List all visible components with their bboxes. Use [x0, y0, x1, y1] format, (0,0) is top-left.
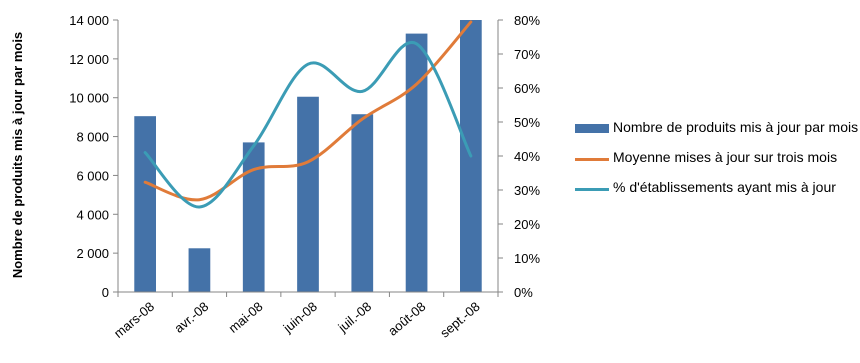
- x-tick-label: avr.-08: [171, 299, 211, 336]
- x-tick-label: sept.-08: [437, 299, 483, 341]
- y-axis-title: Nombre de produits mis à jour par mois: [10, 32, 25, 278]
- x-tick-label: juil.-08: [334, 299, 374, 336]
- x-tick-label: août-08: [385, 299, 428, 339]
- bar: [351, 114, 374, 292]
- left-axis: 0 2 000 4 000 6 000 8 000 10 000 12 000 14 000: [69, 13, 119, 300]
- bar: [188, 248, 211, 292]
- x-tick-label: mars-08: [111, 299, 157, 341]
- legend-label-products: Nombre de produits mis à jour par mois: [613, 119, 859, 135]
- right-tick-label: 70%: [514, 47, 540, 62]
- legend-item-average: Moyenne mises à jour sur trois mois: [575, 148, 860, 167]
- legend-label-average: Moyenne mises à jour sur trois mois: [613, 149, 838, 165]
- legend-key-average: [575, 158, 609, 161]
- right-axis: 0% 10% 20% 30% 40% 50% 60% 70% 80%: [497, 13, 540, 300]
- bar: [405, 33, 428, 292]
- x-axis: mars-08 avr.-08 mai-08 juin-08 juil.-08 août-…: [111, 291, 499, 341]
- legend-item-percent: % d'établissements ayant mis à jour: [575, 178, 860, 197]
- right-tick-label: 40%: [514, 149, 540, 164]
- right-tick-label: 30%: [514, 183, 540, 198]
- right-tick-label: 10%: [514, 251, 540, 266]
- right-tick-label: 50%: [514, 115, 540, 130]
- average-line: [143, 20, 473, 202]
- left-tick-label: 4 000: [76, 207, 109, 222]
- bar: [134, 116, 156, 293]
- left-tick-label: 8 000: [76, 130, 109, 145]
- left-tick-label: 6 000: [76, 168, 109, 183]
- legend-item-products: Nombre de produits mis à jour par mois: [575, 118, 860, 137]
- x-tick-label: mai-08: [226, 299, 266, 336]
- bar: [297, 96, 319, 292]
- legend: Nombre de produits mis à jour par mois M…: [575, 118, 860, 208]
- left-tick-label: 0: [102, 285, 109, 300]
- left-tick-label: 2 000: [76, 246, 109, 261]
- left-tick-label: 10 000: [69, 91, 109, 106]
- legend-key-percent: [575, 188, 609, 191]
- left-tick-label: 12 000: [69, 52, 109, 67]
- right-tick-label: 60%: [514, 81, 540, 96]
- line-series: [143, 20, 473, 209]
- percent-line: [143, 40, 473, 209]
- legend-key-products: [575, 124, 609, 133]
- right-tick-label: 20%: [514, 217, 540, 232]
- right-tick-label: 0%: [514, 285, 533, 300]
- left-tick-label: 14 000: [69, 13, 109, 28]
- legend-label-percent: % d'établissements ayant mis à jour: [613, 179, 836, 195]
- right-tick-label: 80%: [514, 13, 540, 28]
- x-tick-label: juin-08: [280, 299, 320, 336]
- bar: [242, 142, 265, 292]
